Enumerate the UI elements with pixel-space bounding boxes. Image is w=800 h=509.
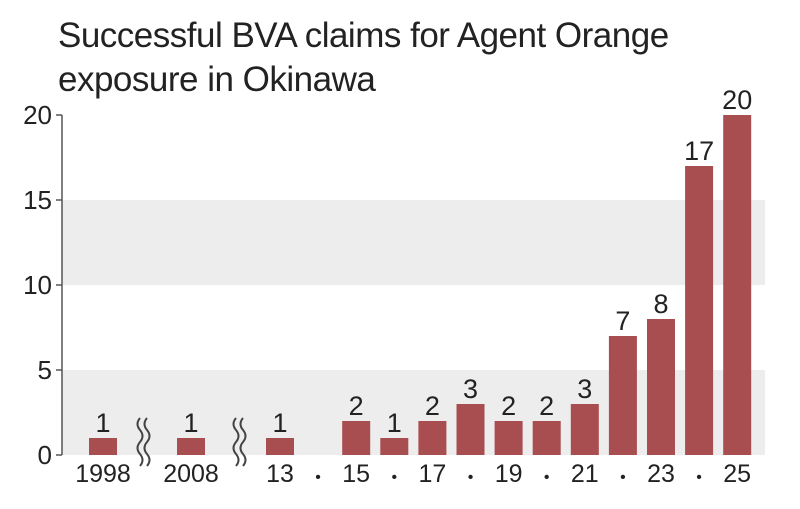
y-tick-label: 15 (23, 185, 52, 215)
value-label: 1 (95, 408, 110, 438)
grid-band (62, 200, 765, 285)
value-label: 3 (577, 374, 592, 404)
x-tick-label: • (315, 469, 321, 486)
bar (456, 404, 485, 455)
chart-title: Successful BVA claims for Agent Orange e… (58, 16, 669, 99)
x-tick-label: • (544, 469, 550, 486)
value-label: 20 (722, 85, 752, 115)
value-label: 2 (501, 391, 516, 421)
bar (685, 166, 714, 455)
x-tick-label: • (696, 469, 702, 486)
value-label: 8 (653, 289, 668, 319)
value-label: 2 (539, 391, 554, 421)
x-tick-label: 1998 (75, 460, 131, 488)
bar (418, 421, 447, 455)
bar (532, 421, 561, 455)
axis-break (239, 417, 247, 467)
x-tick-label: 17 (418, 460, 446, 488)
x-tick-label: 13 (266, 460, 294, 488)
axis-break (232, 417, 240, 467)
x-tick-label: • (468, 469, 474, 486)
bar (266, 438, 294, 455)
bar (647, 319, 675, 455)
x-tick-label: • (391, 469, 397, 486)
value-label: 2 (349, 391, 364, 421)
value-label: 1 (387, 408, 402, 438)
x-tick-label: 25 (723, 460, 751, 488)
y-tick-label: 5 (38, 355, 52, 385)
value-label: 1 (272, 408, 287, 438)
bar (177, 438, 205, 455)
bar (89, 438, 117, 455)
bar (723, 115, 752, 455)
axis-break (143, 417, 151, 467)
x-tick-label: 23 (647, 460, 675, 488)
x-tick-label: 19 (495, 460, 523, 488)
value-label: 3 (463, 374, 478, 404)
value-label: 1 (183, 408, 198, 438)
bar (570, 404, 599, 455)
y-tick-label: 20 (23, 100, 52, 130)
bar (494, 421, 523, 455)
y-tick-label: 0 (38, 440, 52, 470)
bar (380, 438, 409, 455)
x-tick-label: 2008 (163, 460, 219, 488)
y-tick-label: 10 (23, 270, 52, 300)
x-tick-label: 15 (342, 460, 370, 488)
bar (342, 421, 371, 455)
bar (608, 336, 637, 455)
value-label: 17 (684, 136, 714, 166)
value-label: 2 (425, 391, 440, 421)
axis-break (136, 417, 144, 467)
axis-breaks (136, 417, 247, 467)
x-tick-label: • (620, 469, 626, 486)
x-tick-label: 21 (571, 460, 599, 488)
value-label: 7 (615, 306, 630, 336)
